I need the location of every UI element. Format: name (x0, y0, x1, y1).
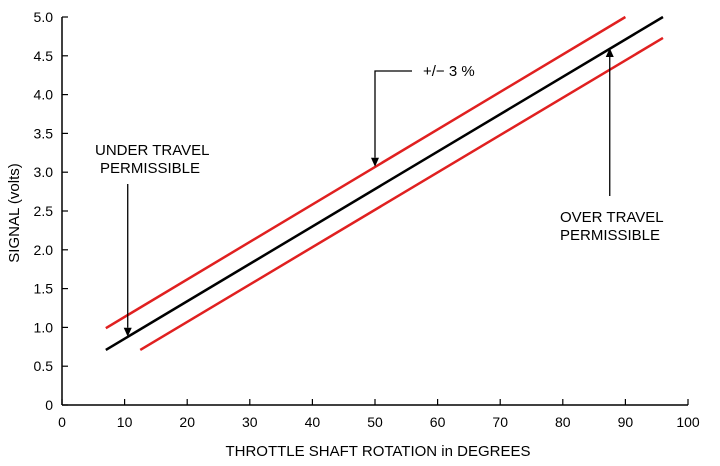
x-axis-ticks: 0 10 20 30 40 50 60 70 80 90 100 (58, 399, 700, 430)
under-travel-label-line2: PERMISSIBLE (100, 160, 200, 177)
tolerance-leader (374, 70, 412, 158)
over-travel-label-line1: OVER TRAVEL (560, 209, 664, 226)
y-tick-label: 1.0 (34, 319, 54, 335)
arrow-head (371, 157, 379, 167)
x-tick-label: 0 (58, 414, 66, 430)
y-tick-label: 3.5 (34, 125, 54, 141)
x-tick-label: 70 (492, 414, 508, 430)
tolerance-label: +/− 3 % (423, 63, 475, 80)
y-tick-label: 4.5 (34, 48, 54, 64)
y-tick-label: 1.5 (34, 281, 54, 297)
y-tick-label: 2.5 (34, 203, 54, 219)
arrow-head (123, 327, 132, 337)
x-tick-label: 60 (430, 414, 446, 430)
y-tick-label: 0.5 (34, 358, 54, 374)
x-tick-label: 50 (367, 414, 383, 430)
y-tick-label: 5.0 (34, 9, 54, 25)
under-travel-label-line1: UNDER TRAVEL (95, 142, 209, 159)
x-tick-label: 90 (618, 414, 634, 430)
y-tick-label: 2.0 (34, 242, 54, 258)
y-tick-label: 4.0 (34, 87, 54, 103)
arrow-head (605, 48, 614, 58)
series-lines (105, 15, 664, 351)
series-lower-tolerance-line (139, 36, 664, 351)
series-nominal-line (105, 15, 664, 351)
x-tick-label: 100 (676, 414, 700, 430)
over-travel-label-line2: PERMISSIBLE (560, 227, 660, 244)
x-axis-title: THROTTLE SHAFT ROTATION in DEGREES (225, 443, 530, 460)
y-axis-title: SIGNAL (volts) (6, 163, 23, 262)
x-tick-label: 10 (117, 414, 133, 430)
annotations (123, 48, 614, 337)
y-axis-ticks: 0 0.5 1.0 1.5 2.0 2.5 3.0 3.5 4.0 4.5 5.0 (34, 9, 68, 413)
y-tick-label: 0 (45, 397, 53, 413)
x-tick-label: 40 (305, 414, 321, 430)
y-tick-label: 3.0 (34, 164, 54, 180)
x-tick-label: 80 (555, 414, 571, 430)
x-tick-label: 20 (179, 414, 195, 430)
series-upper-tolerance-line (105, 15, 627, 330)
x-tick-label: 30 (242, 414, 258, 430)
